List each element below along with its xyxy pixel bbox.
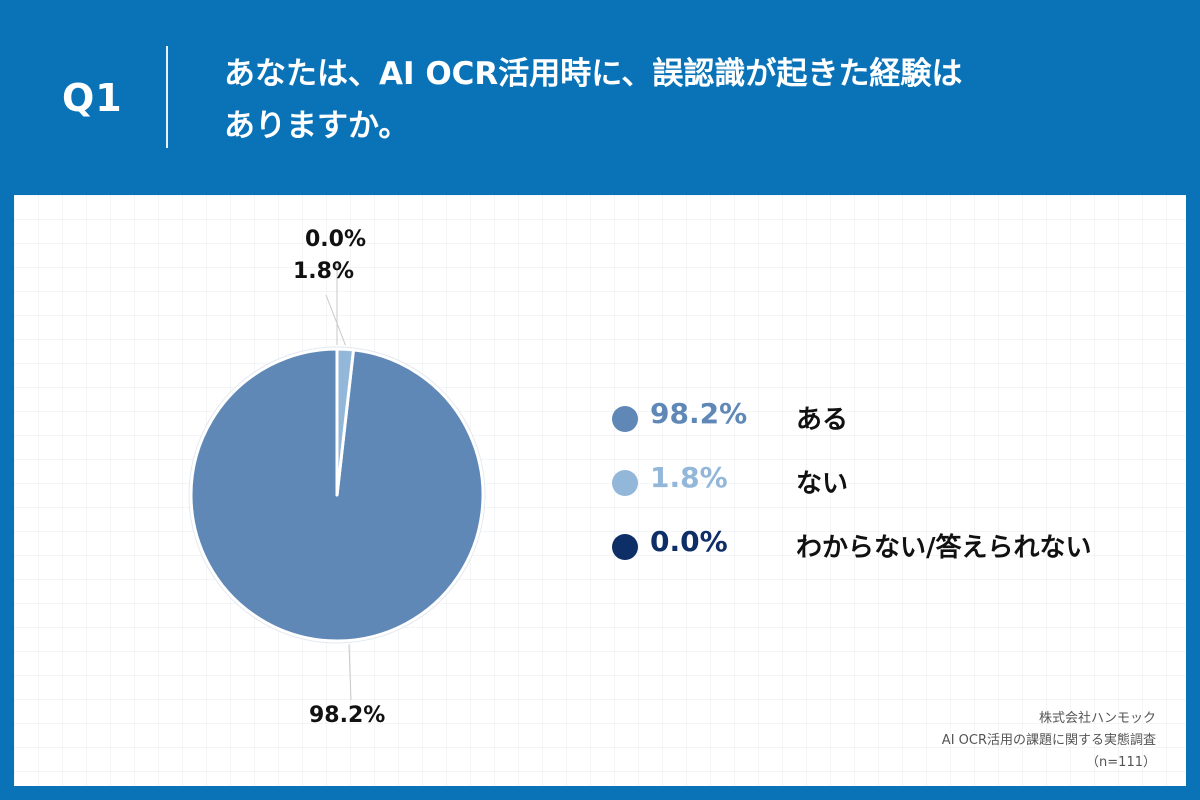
leader-line-no [325, 294, 346, 346]
header: Q1 あなたは、AI OCR活用時に、誤認識が起きた経験は ありますか。 [0, 0, 1200, 195]
question-number: Q1 [62, 76, 123, 120]
legend-label-no: ない [796, 469, 849, 499]
pie-label-unknown: 0.0% [305, 227, 367, 252]
legend-swatch-unknown [612, 534, 638, 560]
legend-label-unknown: わからない/答えられない [796, 533, 1092, 563]
pie-label-yes: 98.2% [309, 703, 386, 728]
legend-value-unknown: 0.0% [650, 525, 728, 558]
chart-panel: 0.0% 1.8% 98.2% 98.2% ある 1.8% ない 0.0% わか… [14, 195, 1186, 786]
source-note: 株式会社ハンモック AI OCR活用の課題に関する実態調査 （n=111） [942, 708, 1156, 774]
question-line-2: ありますか。 [224, 108, 410, 144]
question-text: あなたは、AI OCR活用時に、誤認識が起きた経験は ありますか。 [224, 48, 1124, 152]
legend-label-yes: ある [796, 405, 849, 435]
source-survey: AI OCR活用の課題に関する実態調査 [941, 733, 1156, 748]
legend-swatch-no [612, 470, 638, 496]
legend-value-no: 1.8% [650, 461, 728, 494]
pie-label-no: 1.8% [293, 259, 355, 284]
source-sample-size: （n=111） [1086, 755, 1156, 770]
question-line-1: あなたは、AI OCR活用時に、誤認識が起きた経験は [224, 56, 963, 92]
legend-swatch-yes [612, 406, 638, 432]
legend-value-yes: 98.2% [650, 397, 748, 430]
source-company: 株式会社ハンモック [1038, 711, 1156, 726]
leader-line-yes [348, 644, 352, 701]
header-divider [166, 46, 168, 148]
pie-chart [188, 261, 486, 701]
pie-slice-no [335, 347, 355, 497]
